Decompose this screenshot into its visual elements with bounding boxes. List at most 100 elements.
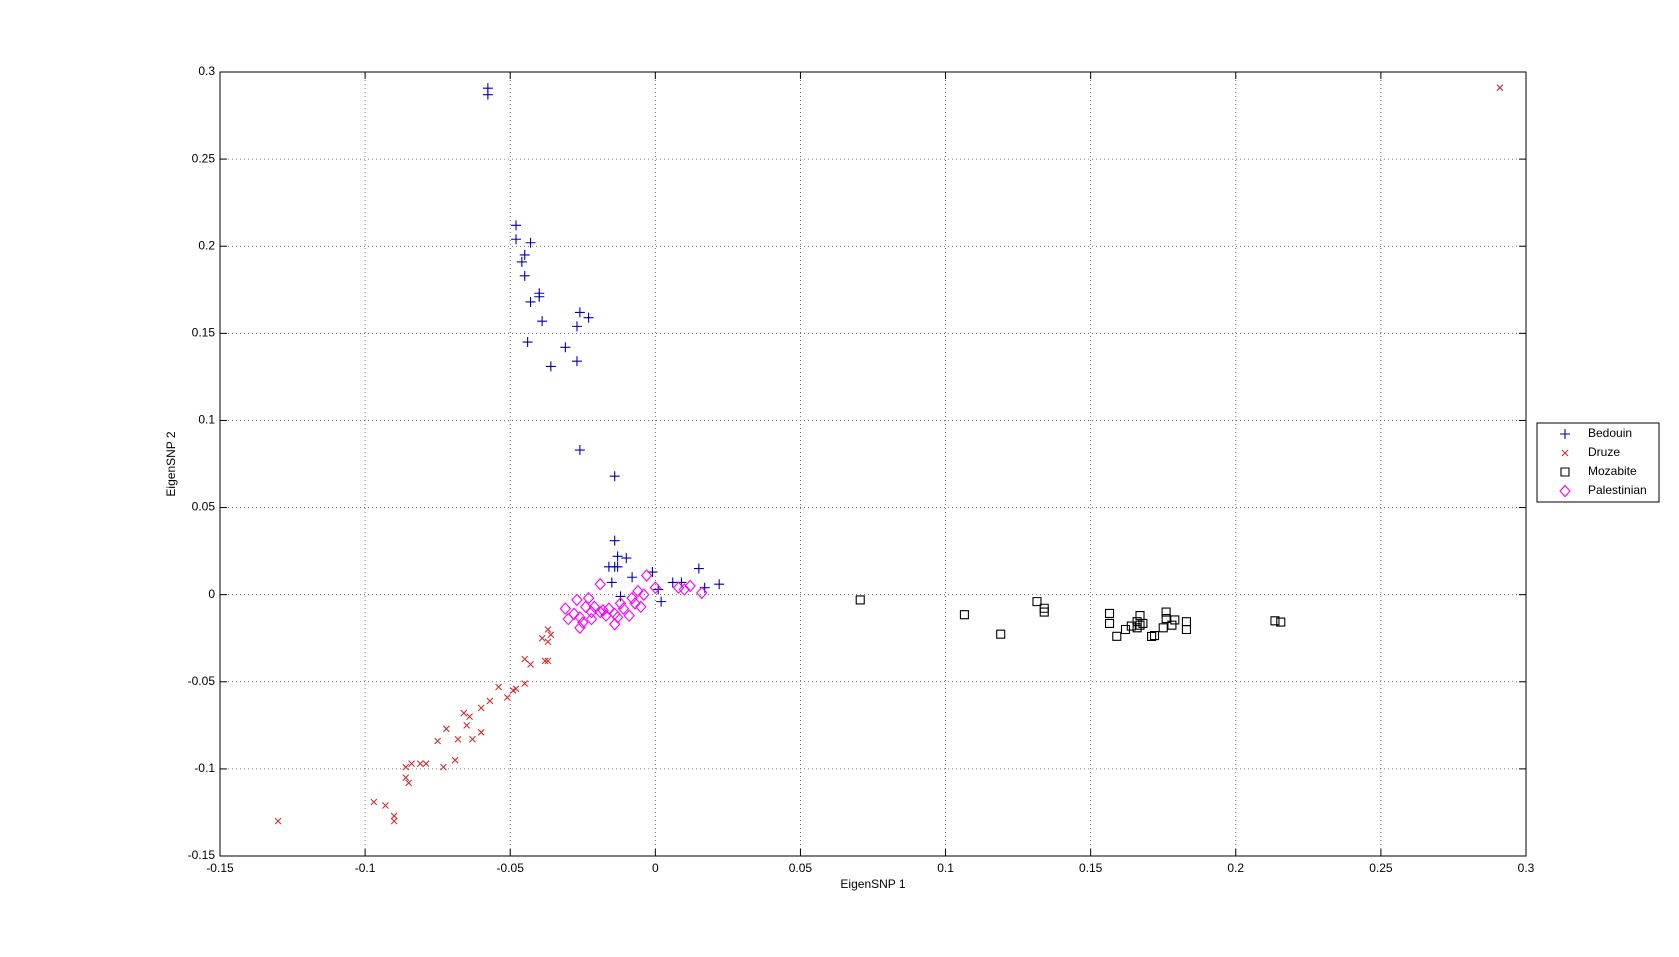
scatter-point bbox=[588, 600, 601, 614]
x-tick-label: -0.1 bbox=[355, 861, 376, 875]
scatter-point bbox=[521, 680, 529, 687]
scatter-point bbox=[440, 763, 447, 771]
legend-box bbox=[1536, 422, 1660, 503]
x-axis-label: EigenSNP 1 bbox=[840, 877, 905, 891]
scatter-point bbox=[612, 551, 623, 562]
x-tick-label: -0.15 bbox=[206, 861, 234, 875]
scatter-point bbox=[649, 581, 662, 595]
scatter-point bbox=[574, 445, 585, 456]
scatter-point bbox=[537, 316, 548, 327]
legend-marker bbox=[1560, 467, 1570, 477]
scatter-point bbox=[503, 694, 511, 701]
scatter-point bbox=[511, 220, 522, 231]
y-tick-label: 0.2 bbox=[198, 238, 215, 252]
scatter-point bbox=[583, 312, 594, 323]
legend-label: Bedouin bbox=[1588, 426, 1632, 440]
scatter-point bbox=[519, 249, 530, 260]
scatter-point bbox=[463, 721, 471, 729]
legend-label: Mozabite bbox=[1588, 464, 1637, 478]
scatter-point bbox=[544, 626, 552, 633]
scatter-point bbox=[477, 704, 485, 712]
scatter-point bbox=[525, 296, 536, 307]
scatter-point bbox=[637, 588, 650, 601]
scatter-point bbox=[1135, 620, 1145, 630]
x-tick-label: 0.2 bbox=[1227, 861, 1244, 875]
y-tick-label: 0.05 bbox=[192, 500, 216, 514]
x-tick-label: 0.05 bbox=[789, 861, 813, 875]
y-tick-label: 0 bbox=[208, 587, 215, 601]
y-tick-label: -0.1 bbox=[194, 761, 215, 775]
scatter-point bbox=[627, 572, 638, 583]
scatter-point bbox=[422, 760, 430, 768]
scatter-point bbox=[714, 579, 725, 590]
scatter-point bbox=[511, 234, 522, 245]
legend-marker bbox=[1560, 429, 1570, 439]
legend-marker bbox=[1559, 484, 1571, 498]
scatter-point bbox=[390, 817, 398, 825]
scatter-point bbox=[559, 602, 572, 615]
scatter-point bbox=[606, 577, 617, 588]
y-tick-label: 0.25 bbox=[192, 151, 216, 165]
scatter-point bbox=[402, 774, 410, 781]
scatter-point bbox=[623, 609, 635, 622]
scatter-point bbox=[544, 638, 552, 646]
scatter-point bbox=[609, 535, 620, 546]
scatter-point bbox=[560, 342, 571, 353]
scatter-point bbox=[574, 307, 585, 318]
scatter-point bbox=[442, 725, 450, 733]
scatter-point bbox=[1112, 631, 1122, 641]
scatter-point bbox=[684, 579, 696, 593]
scatter-point bbox=[585, 605, 598, 619]
scatter-point bbox=[541, 657, 549, 665]
scatter-point bbox=[632, 584, 644, 598]
scatter-point bbox=[571, 356, 582, 367]
scatter-point bbox=[545, 361, 556, 372]
scatter-point bbox=[390, 812, 398, 820]
scatter-point bbox=[574, 621, 586, 635]
scatter-point bbox=[1161, 613, 1171, 624]
y-axis-label: EigenSNP 2 bbox=[164, 431, 178, 496]
scatter-point bbox=[1138, 618, 1148, 628]
legend-label: Palestinian bbox=[1588, 483, 1647, 497]
scatter-point bbox=[1181, 617, 1191, 627]
x-tick-label: 0.3 bbox=[1518, 861, 1535, 875]
scatter-point bbox=[603, 602, 615, 615]
scatter-point bbox=[678, 583, 691, 596]
scatter-point bbox=[451, 756, 459, 764]
scatter-point bbox=[482, 89, 493, 100]
scatter-point bbox=[696, 586, 708, 600]
scatter-point bbox=[534, 291, 545, 302]
y-tick-label: -0.15 bbox=[188, 848, 216, 862]
scatter-point bbox=[617, 602, 630, 615]
scatter-point bbox=[571, 593, 583, 607]
scatter-point bbox=[1149, 631, 1160, 641]
scatter-point bbox=[454, 735, 462, 743]
scatter-point bbox=[635, 600, 647, 614]
scatter-point bbox=[594, 577, 606, 591]
scatter-point bbox=[629, 597, 641, 610]
scatter-point bbox=[1276, 617, 1286, 627]
scatter-point bbox=[512, 685, 520, 693]
scatter-point bbox=[585, 612, 598, 626]
scatter-point bbox=[527, 660, 534, 668]
scatter-point bbox=[370, 798, 378, 806]
scatter-point bbox=[521, 655, 529, 663]
plot-frame bbox=[219, 71, 1527, 857]
scatter-point bbox=[1104, 608, 1115, 619]
scatter-point bbox=[1270, 616, 1280, 626]
scatter-point bbox=[594, 605, 606, 619]
scatter-point bbox=[525, 237, 536, 248]
scatter-point bbox=[582, 591, 595, 605]
scatter-point bbox=[434, 737, 442, 745]
y-tick-label: -0.05 bbox=[188, 674, 216, 688]
scatter-point bbox=[486, 697, 494, 705]
y-tick-label: 0.1 bbox=[198, 413, 215, 427]
scatter-point bbox=[579, 600, 592, 614]
scatter-point bbox=[1147, 631, 1157, 642]
scatter-point bbox=[460, 709, 468, 717]
scatter-point bbox=[1167, 620, 1177, 630]
x-tick-label: 0.25 bbox=[1369, 861, 1393, 875]
scatter-point bbox=[693, 563, 704, 574]
